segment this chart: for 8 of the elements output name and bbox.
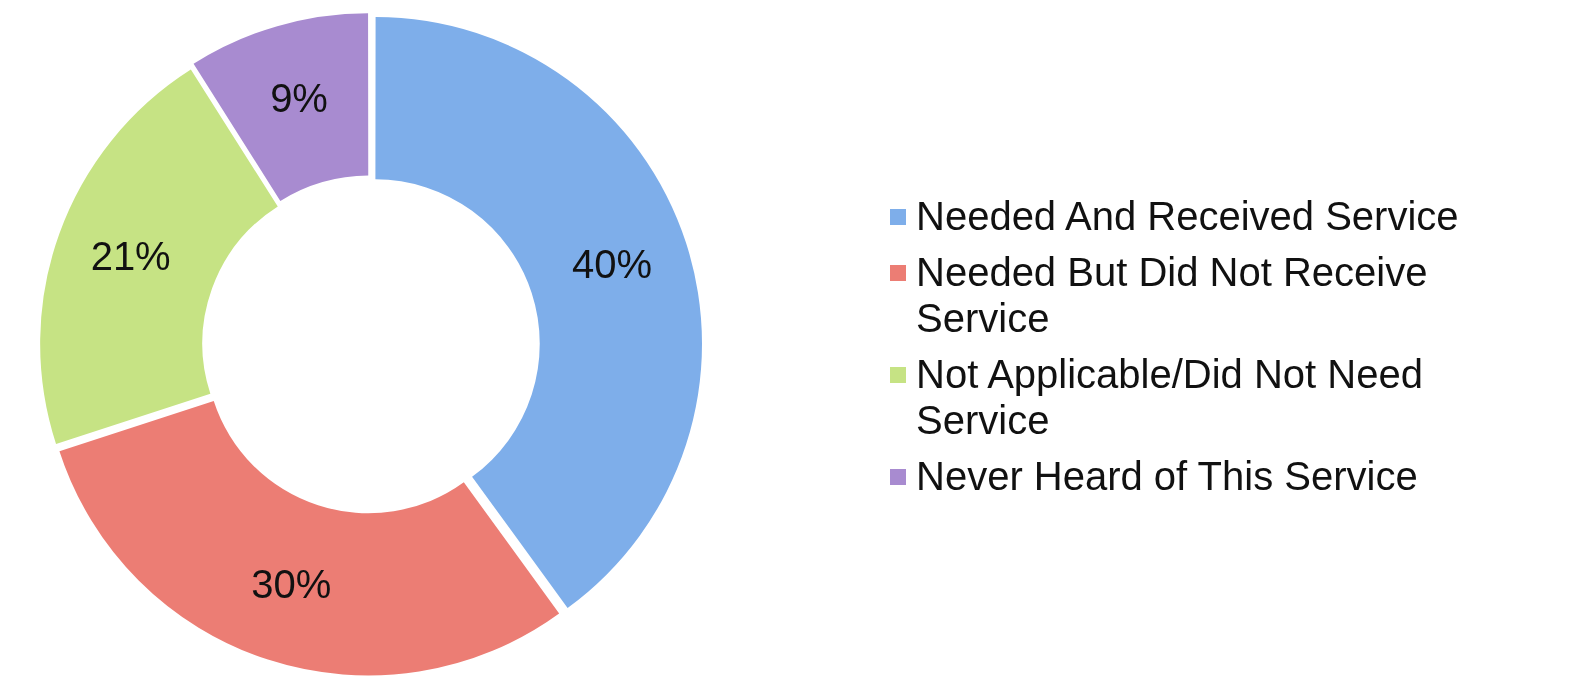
data-label: 21% (90, 234, 171, 279)
data-label: 40% (571, 241, 652, 286)
legend-label: Needed And Received Service (916, 192, 1459, 239)
data-label: 30% (251, 562, 332, 607)
legend-label: Never Heard of This Service (916, 452, 1418, 499)
legend-label: Needed But Did Not Receive Service (916, 248, 1429, 341)
legend-label: Not Applicable/Did Not Need Service (916, 350, 1424, 443)
data-label: 9% (270, 76, 328, 121)
